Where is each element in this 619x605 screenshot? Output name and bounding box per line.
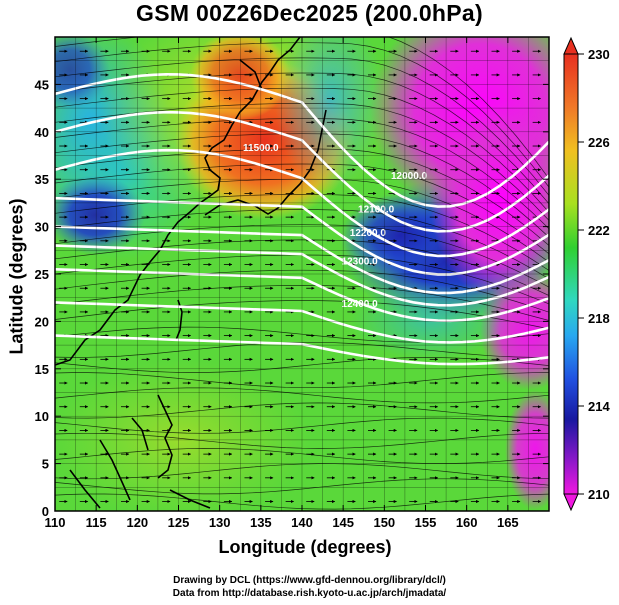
- y-axis-label: Latitude (degrees): [6, 198, 27, 355]
- x-tick-label: 110: [45, 515, 66, 530]
- y-tick-label: 15: [35, 362, 49, 377]
- x-axis-label: Longitude (degrees): [218, 537, 392, 557]
- x-tick-label: 135: [250, 515, 272, 530]
- y-tick-label: 5: [42, 457, 49, 472]
- y-tick-label: 35: [35, 172, 49, 187]
- x-tick-label: 115: [86, 515, 107, 530]
- map-title: GSM 00Z26Dec2025 (200.0hPa): [136, 0, 483, 26]
- colorbar-top-triangle: [563, 36, 579, 55]
- y-tick-label: 25: [35, 267, 49, 282]
- grid-lines: [54, 36, 550, 512]
- height-contour-label: 12100.0: [358, 204, 395, 215]
- x-tick-label: 145: [332, 515, 354, 530]
- colorbar-bottom-triangle: [563, 493, 579, 512]
- x-tick-label: 165: [497, 515, 519, 530]
- credit-drawing: Drawing by DCL (https://www.gfd-dennou.o…: [173, 575, 446, 586]
- colorbar-tick-label: 222: [588, 223, 610, 238]
- colorbar-tick-label: 214: [588, 399, 610, 414]
- height-contour-label: 12300.0: [342, 257, 379, 268]
- height-contour-label: 12000.0: [391, 171, 428, 182]
- y-tick-label: 10: [35, 409, 49, 424]
- y-tick-label: 0: [42, 504, 49, 519]
- x-tick-label: 150: [373, 515, 395, 530]
- x-tick-label: 120: [126, 515, 148, 530]
- x-tick-label: 125: [168, 515, 190, 530]
- x-tick-label: 130: [209, 515, 231, 530]
- y-tick-label: 45: [35, 77, 49, 92]
- x-tick-label: 140: [291, 515, 313, 530]
- y-tick-label: 20: [35, 314, 49, 329]
- y-tick-label: 40: [35, 125, 49, 140]
- y-tick-label: 30: [35, 220, 49, 235]
- height-contour-label: 12400.0: [342, 299, 379, 310]
- x-tick-label: 160: [456, 515, 478, 530]
- height-contour-label: 12200.0: [350, 228, 387, 239]
- colorbar-tick-label: 218: [588, 311, 610, 326]
- colorbar-tick-label: 226: [588, 135, 610, 150]
- x-tick-label: 155: [415, 515, 437, 530]
- colorbar-tick-label: 210: [588, 487, 610, 502]
- credit-data-source: Data from http://database.rish.kyoto-u.a…: [172, 588, 447, 599]
- y-axis: 0 5 10 15 20 25 30 35 40 45: [35, 77, 549, 519]
- colorbar-gradient: [563, 53, 579, 495]
- colorbar-tick-label: 230: [588, 47, 610, 62]
- x-axis: 110 115 120 125 130 135 140 145 150 155 160 165: [45, 37, 519, 530]
- colorbar: 230 226 222 218 214 210: [563, 36, 610, 512]
